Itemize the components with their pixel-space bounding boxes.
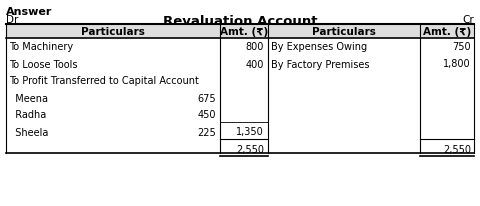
Text: To Loose Tools: To Loose Tools: [9, 59, 77, 69]
Text: To Machinery: To Machinery: [9, 42, 73, 52]
Bar: [6, 25, 474, 39]
Text: Amt. (₹): Amt. (₹): [220, 27, 268, 37]
Text: 1,800: 1,800: [444, 59, 471, 69]
Text: 2,550: 2,550: [443, 144, 471, 154]
Text: Cr: Cr: [462, 15, 474, 25]
Text: By Factory Premises: By Factory Premises: [271, 59, 370, 69]
Text: 450: 450: [197, 110, 216, 120]
Text: To Profit Transferred to Capital Account: To Profit Transferred to Capital Account: [9, 76, 199, 86]
Text: Particulars: Particulars: [81, 27, 145, 37]
Text: Meena: Meena: [9, 93, 48, 103]
Text: Revaluation Account: Revaluation Account: [163, 15, 317, 28]
Text: 800: 800: [246, 42, 264, 52]
Text: Sheela: Sheela: [9, 127, 48, 137]
Text: 750: 750: [452, 42, 471, 52]
Text: By Expenses Owing: By Expenses Owing: [271, 42, 367, 52]
Text: Amt. (₹): Amt. (₹): [423, 27, 471, 37]
Text: Particulars: Particulars: [312, 27, 376, 37]
Text: 2,550: 2,550: [236, 144, 264, 154]
Text: 1,350: 1,350: [236, 127, 264, 137]
Text: 675: 675: [197, 93, 216, 103]
Text: 400: 400: [246, 59, 264, 69]
Text: Answer: Answer: [6, 7, 52, 17]
Text: 225: 225: [197, 127, 216, 137]
Text: Radha: Radha: [9, 110, 46, 120]
Text: Dr: Dr: [6, 15, 18, 25]
